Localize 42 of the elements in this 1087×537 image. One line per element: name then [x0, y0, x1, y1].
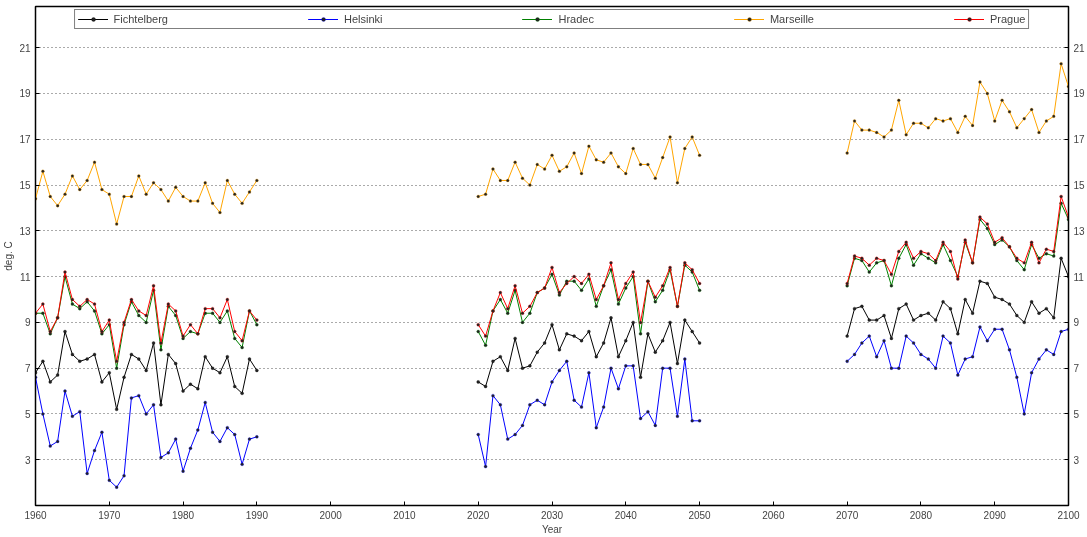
- y-tick-label: 19: [19, 88, 31, 100]
- y-tick-label: 21: [19, 42, 31, 54]
- y-tick-label: 9: [24, 317, 31, 329]
- legend-label: Helsinki: [343, 13, 383, 25]
- x-tick-label: 2080: [909, 509, 933, 521]
- legend-label: Marseille: [769, 13, 814, 25]
- y2-tick-label: 3: [1073, 454, 1080, 466]
- x-tick-label: 2040: [614, 509, 638, 521]
- y2-tick-label: 11: [1073, 271, 1085, 283]
- y-tick-label: 15: [19, 180, 31, 192]
- x-tick-label: 1980: [171, 509, 195, 521]
- x-tick-label: 2060: [762, 509, 785, 521]
- y2-tick-label: 9: [1073, 317, 1080, 329]
- x-axis-title: Year: [541, 523, 563, 535]
- y-tick-label: 13: [19, 225, 31, 237]
- y2-tick-label: 7: [1073, 363, 1080, 375]
- x-tick-label: 2020: [467, 509, 490, 521]
- legend-label: Hradec: [558, 13, 594, 25]
- y2-tick-label: 5: [1073, 408, 1080, 420]
- x-tick-label: 2100: [1057, 509, 1081, 521]
- y-axis-title: deg. C: [3, 241, 15, 271]
- y2-tick-label: 17: [1073, 134, 1086, 146]
- x-tick-label: 2010: [393, 509, 416, 521]
- legend-label: Prague: [989, 13, 1026, 25]
- y-tick-label: 5: [24, 408, 31, 420]
- x-tick-label: 2090: [983, 509, 1007, 521]
- x-tick-label: 2070: [836, 509, 859, 521]
- x-tick-label: 2050: [688, 509, 712, 521]
- legend-label: Fichtelberg: [113, 13, 168, 25]
- y2-tick-label: 19: [1073, 88, 1086, 100]
- y-tick-label: 3: [24, 454, 31, 466]
- x-tick-label: 1990: [245, 509, 269, 521]
- x-tick-label: 1970: [98, 509, 121, 521]
- y-tick-label: 17: [19, 134, 31, 146]
- y2-tick-label: 15: [1073, 180, 1086, 192]
- x-tick-label: 1960: [24, 509, 48, 521]
- x-tick-label: 2000: [319, 509, 343, 521]
- y-tick-label: 7: [24, 363, 31, 375]
- y2-tick-label: 13: [1073, 225, 1086, 237]
- y2-tick-label: 21: [1073, 42, 1086, 54]
- x-tick-label: 2030: [540, 509, 564, 521]
- y-tick-label: 11: [20, 271, 31, 283]
